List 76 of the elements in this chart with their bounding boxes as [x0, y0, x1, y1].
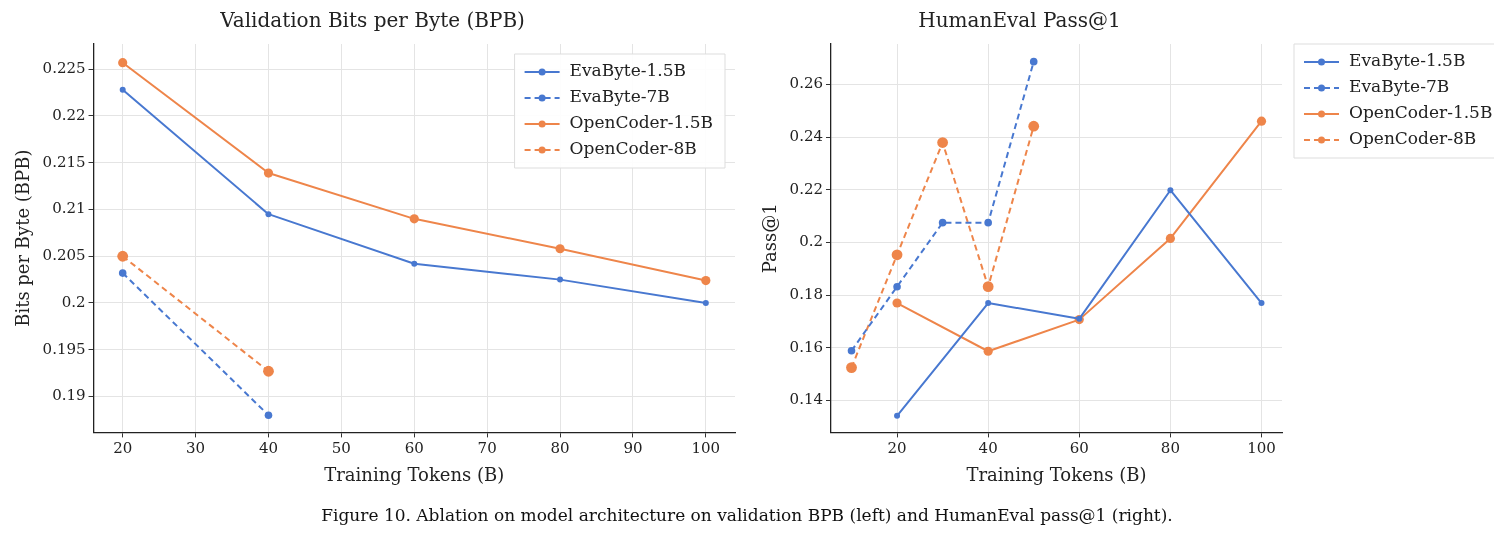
y-tick-label: 0.215: [42, 152, 86, 171]
point: [265, 211, 272, 218]
x-tick-label: 50: [331, 439, 351, 458]
point: [1165, 233, 1175, 244]
x-tick-label: 70: [477, 439, 497, 458]
point: [983, 346, 993, 356]
x-tick-label: 20: [887, 439, 907, 458]
y-axis-title: Bits per Byte (BPB): [12, 149, 34, 327]
legend-label: EvaByte-1.5B: [1349, 50, 1466, 71]
x-tick-label: 40: [258, 439, 279, 458]
y-tick-label: 0.14: [789, 390, 823, 409]
point: [982, 281, 994, 293]
point: [1167, 187, 1174, 194]
x-tick-label: 30: [186, 439, 206, 458]
y-tick-label: 0.225: [42, 59, 86, 78]
y-axis-title: Pass@1: [759, 203, 781, 274]
y-tick-label: 0.205: [42, 246, 86, 265]
point: [985, 300, 992, 307]
point: [118, 269, 127, 277]
y-tick-label: 0.22: [52, 105, 86, 124]
point: [411, 260, 418, 267]
point: [702, 300, 709, 306]
point: [846, 362, 857, 373]
point: [117, 250, 129, 262]
point: [938, 218, 947, 227]
x-tick-label: 80: [550, 439, 570, 458]
point: [555, 244, 565, 254]
x-tick-label: 100: [691, 439, 721, 458]
x-axis-title: Training Tokens (B): [966, 463, 1147, 485]
point: [118, 58, 128, 68]
point: [1256, 116, 1267, 126]
point: [409, 214, 419, 224]
y-tick-label: 0.18: [789, 285, 823, 304]
legend-label: EvaByte-7B: [569, 86, 670, 107]
y-tick-label: 0.2: [799, 232, 823, 251]
point: [119, 86, 126, 93]
point: [984, 218, 992, 227]
y-tick-label: 0.21: [52, 199, 86, 218]
point: [1028, 120, 1040, 132]
legend-label: OpenCoder-1.5B: [1349, 102, 1493, 123]
point: [893, 282, 901, 291]
legend-label: OpenCoder-8B: [569, 138, 697, 159]
legend-label: EvaByte-7B: [1349, 76, 1450, 97]
y-tick-label: 0.2: [61, 292, 86, 311]
point: [1029, 57, 1038, 66]
y-tick-label: 0.26: [789, 74, 823, 93]
x-tick-label: 80: [1160, 439, 1180, 458]
x-axis-title: Training Tokens (B): [324, 463, 505, 485]
point: [264, 411, 273, 419]
point: [263, 168, 274, 178]
y-tick-label: 0.195: [42, 339, 86, 358]
x-tick-label: 100: [1247, 439, 1276, 458]
y-tick-label: 0.24: [789, 126, 823, 145]
point: [937, 137, 949, 148]
x-tick-label: 60: [1069, 439, 1089, 458]
legend-label: EvaByte-1.5B: [569, 60, 687, 81]
caption: Figure 10. Ablation on model architecture on validation BPB (left) and HumanEval pass@1 (right).: [320, 505, 1174, 525]
point: [847, 346, 856, 355]
legend-label: OpenCoder-1.5B: [569, 112, 714, 133]
point: [892, 298, 902, 308]
x-tick-label: 40: [978, 439, 998, 458]
point: [263, 365, 274, 377]
y-tick-label: 0.22: [789, 179, 823, 198]
point: [891, 249, 903, 261]
point: [1258, 300, 1265, 307]
point: [701, 275, 711, 286]
y-tick-label: 0.16: [789, 337, 823, 356]
chart-title: Validation Bits per Byte (BPB): [219, 8, 525, 33]
x-tick-label: 60: [404, 439, 424, 458]
point: [557, 276, 564, 283]
point: [894, 412, 901, 419]
chart-title: HumanEval Pass@1: [918, 8, 1121, 33]
legend-label: OpenCoder-8B: [1349, 128, 1477, 149]
x-tick-label: 20: [113, 439, 133, 458]
x-tick-label: 90: [623, 439, 643, 458]
y-tick-label: 0.19: [52, 386, 86, 405]
